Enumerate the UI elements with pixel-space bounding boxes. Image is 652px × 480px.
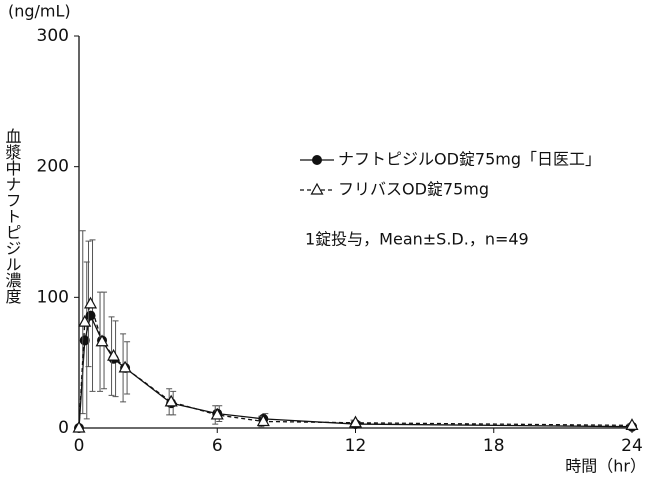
data-point [164,394,178,407]
data-point [84,296,98,309]
data-point [78,314,92,327]
data-point [625,418,639,430]
data-point [118,360,132,373]
y-tick-label: 300 [37,26,69,46]
x-tick-label: 6 [212,436,223,456]
annotation: 1錠投与，Mean±S.D.，n=49 [305,230,529,249]
legend-label: フリバスOD錠75mg [338,180,489,199]
data-point [256,414,270,427]
x-tick-label: 24 [621,436,643,456]
legend-marker [310,182,324,195]
data-point [107,348,121,361]
x-tick-label: 12 [345,436,367,456]
x-tick-label: 0 [74,436,85,456]
y-tick-label: 100 [37,287,69,307]
y-tick-label: 0 [58,418,69,438]
data-point [348,415,363,428]
x-axis-label: 時間（hr） [565,457,646,476]
series-line [78,313,633,429]
data-point [95,334,109,347]
data-point [210,407,224,420]
y-axis-label: 血漿中ナフトピジル濃度 [3,128,22,304]
legend-label: ナフトピジルOD錠75mg「日医工」 [338,150,601,169]
series-line [78,301,633,429]
y-tick-label: 200 [37,157,69,177]
data-point [72,420,86,433]
y-unit: (ng/mL) [8,2,71,21]
x-tick-label: 18 [483,436,505,456]
legend-marker [312,155,322,165]
